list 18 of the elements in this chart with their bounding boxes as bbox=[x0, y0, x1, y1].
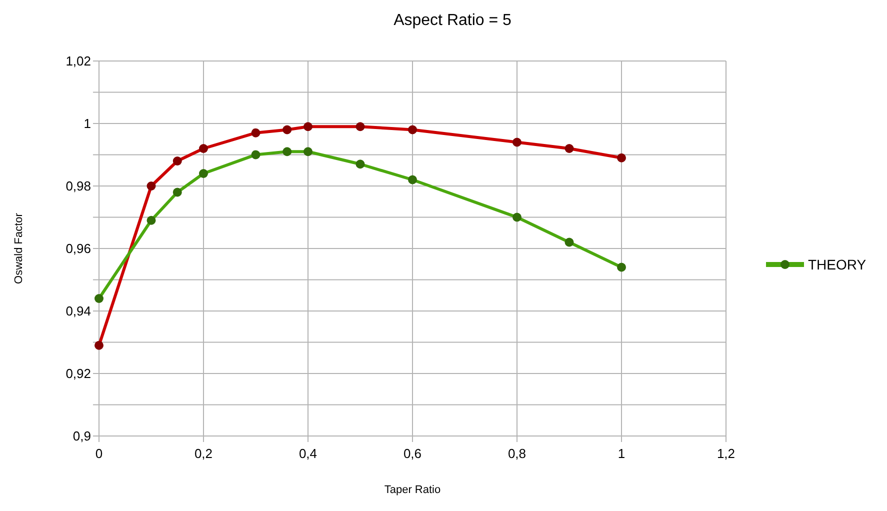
x-axis-title: Taper Ratio bbox=[384, 484, 441, 496]
y-tick-label: 0,9 bbox=[72, 428, 91, 444]
y-tick-label: 0,96 bbox=[66, 241, 91, 256]
x-tick-label: 0 bbox=[95, 446, 103, 461]
x-tick-label: 0,8 bbox=[508, 446, 526, 461]
x-tick-label: 0,6 bbox=[403, 446, 422, 461]
x-tick-label: 0,2 bbox=[194, 446, 213, 461]
y-tick-label: 1,02 bbox=[66, 54, 91, 69]
legend-label: THEORY bbox=[808, 256, 867, 272]
y-tick-label: 0,94 bbox=[66, 304, 91, 319]
y-tick-label: 0,98 bbox=[66, 178, 91, 194]
y-tick-label: 1 bbox=[84, 116, 91, 132]
chart-title: Aspect Ratio = 5 bbox=[394, 12, 512, 29]
x-tick-label: 0,4 bbox=[298, 446, 318, 461]
y-tick-label: 0,92 bbox=[66, 366, 91, 382]
y-axis-title: Oswald Factor bbox=[13, 212, 25, 284]
x-tick-label: 1 bbox=[618, 446, 626, 461]
x-tick-label: 1,2 bbox=[716, 446, 736, 461]
